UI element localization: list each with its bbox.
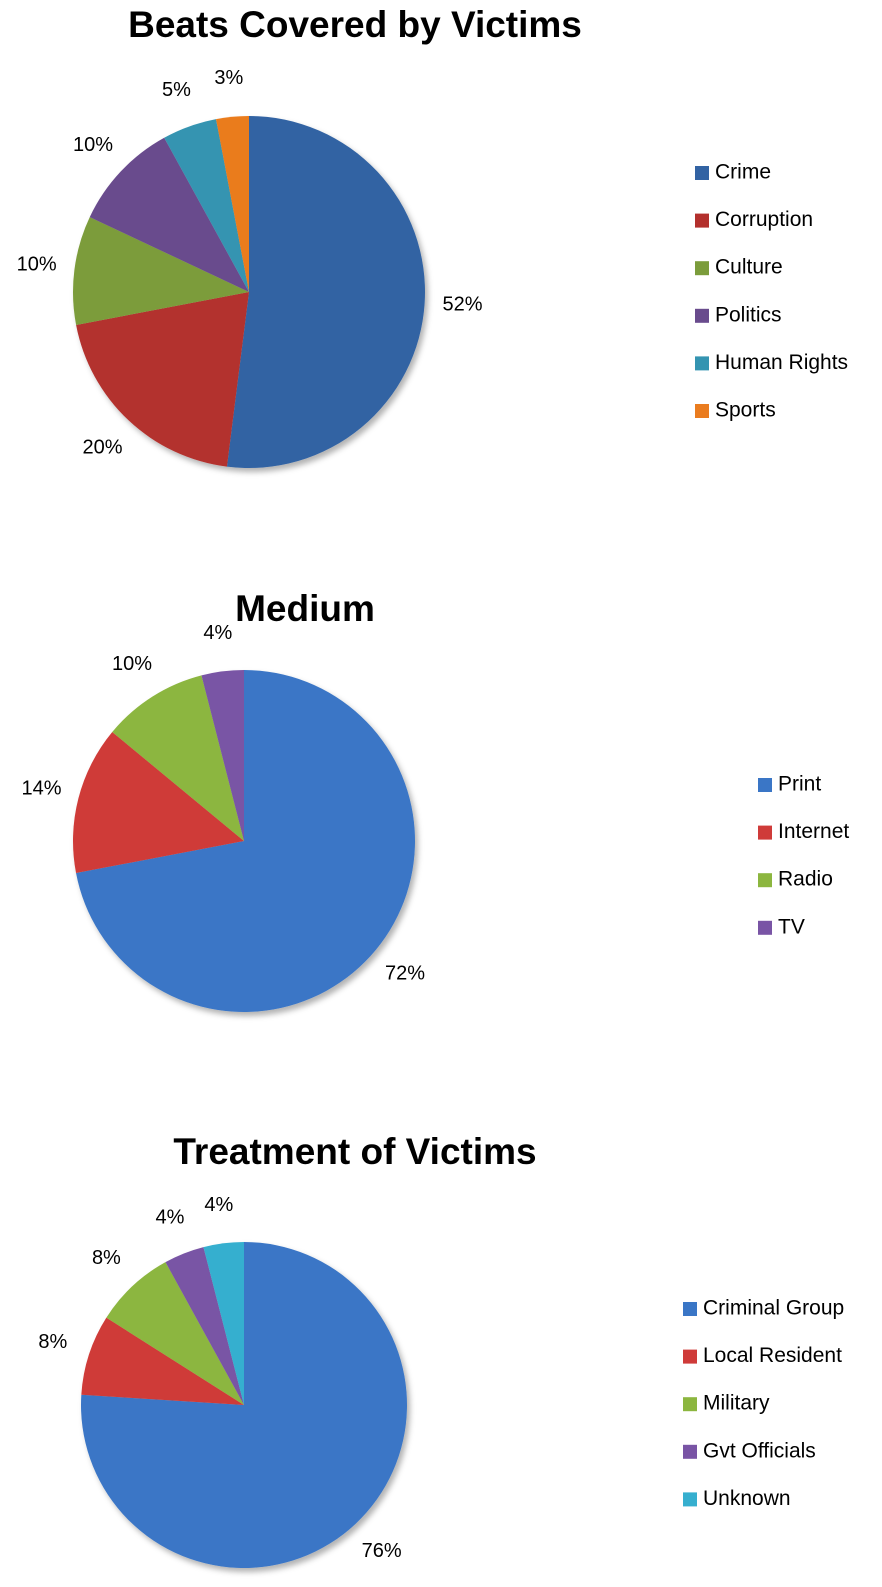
pie-slice <box>76 670 415 1013</box>
pie-slice <box>81 1317 244 1405</box>
pie-slice <box>226 116 425 468</box>
data-label: 4% <box>156 1206 185 1228</box>
pie <box>80 1242 407 1568</box>
pie-slice <box>203 1242 244 1405</box>
legend-label: Criminal Group <box>703 1297 844 1320</box>
legend-label: Corruption <box>715 208 813 231</box>
legend-label: Crime <box>715 161 771 184</box>
legend-swatch <box>683 1349 697 1364</box>
data-label: 8% <box>92 1247 121 1269</box>
legend-swatch <box>758 825 772 840</box>
data-label: 3% <box>214 67 243 89</box>
chart-title: Medium <box>235 588 375 629</box>
pie-slice <box>164 119 249 292</box>
legend-label: Human Rights <box>715 351 848 374</box>
legend-label: Military <box>703 1392 770 1415</box>
chart-title: Treatment of Victims <box>173 1131 536 1172</box>
legend-label: Culture <box>715 256 783 279</box>
pie-slice <box>216 116 249 292</box>
legend-swatch <box>758 778 772 792</box>
legend-label: Sports <box>715 399 776 422</box>
data-label: 20% <box>82 436 122 458</box>
legend-swatch <box>758 920 772 935</box>
legend-swatch <box>683 1302 697 1316</box>
data-label: 14% <box>22 777 62 799</box>
pie-slice <box>76 292 249 467</box>
data-label: 4% <box>203 622 232 644</box>
data-label: 10% <box>112 653 152 675</box>
chart: Medium 72% 14% 10% 4% Print Internet Radio TV <box>22 588 849 1013</box>
chart-title: Beats Covered by Victims <box>128 4 582 45</box>
legend-label: Print <box>778 773 821 796</box>
pie-slice <box>112 675 244 841</box>
data-label: 5% <box>162 79 191 101</box>
legend-swatch <box>695 308 709 323</box>
legend-swatch <box>758 873 772 888</box>
legend-label: Unknown <box>703 1487 791 1510</box>
legend-label: Radio <box>778 868 833 891</box>
legend-label: Internet <box>778 820 849 843</box>
pie-slice <box>165 1247 244 1405</box>
legend-label: Gvt Officials <box>703 1439 816 1462</box>
legend-swatch <box>683 1492 697 1507</box>
legend-swatch <box>683 1397 697 1412</box>
data-label: 4% <box>204 1194 233 1216</box>
pie-slice <box>80 1242 407 1568</box>
pie-slice <box>89 137 249 292</box>
chart: Treatment of Victims 76% 8% 8% 4% 4% Criminal … <box>38 1131 844 1568</box>
data-label: 72% <box>385 963 425 985</box>
legend-swatch <box>695 213 709 228</box>
legend-label: TV <box>778 915 805 938</box>
pie-slice <box>73 732 244 874</box>
legend-label: Politics <box>715 303 782 326</box>
data-label: 8% <box>38 1331 67 1353</box>
legend-swatch <box>695 261 709 276</box>
pie-slice <box>106 1262 245 1405</box>
data-label: 10% <box>17 253 57 275</box>
legend-swatch <box>695 356 709 371</box>
data-label: 76% <box>362 1540 402 1562</box>
pie-slice <box>201 670 244 841</box>
pie-slice <box>72 217 249 325</box>
data-label: 52% <box>443 294 483 316</box>
pie <box>73 670 415 1013</box>
data-label: 10% <box>73 134 113 156</box>
chart: Beats Covered by Victims 52% 20% 10% 10% 5% 3%… <box>17 4 848 468</box>
legend-label: Local Resident <box>703 1344 842 1367</box>
pie <box>72 116 425 468</box>
legend-swatch <box>695 166 709 180</box>
legend-swatch <box>695 404 709 418</box>
legend-swatch <box>683 1444 697 1459</box>
